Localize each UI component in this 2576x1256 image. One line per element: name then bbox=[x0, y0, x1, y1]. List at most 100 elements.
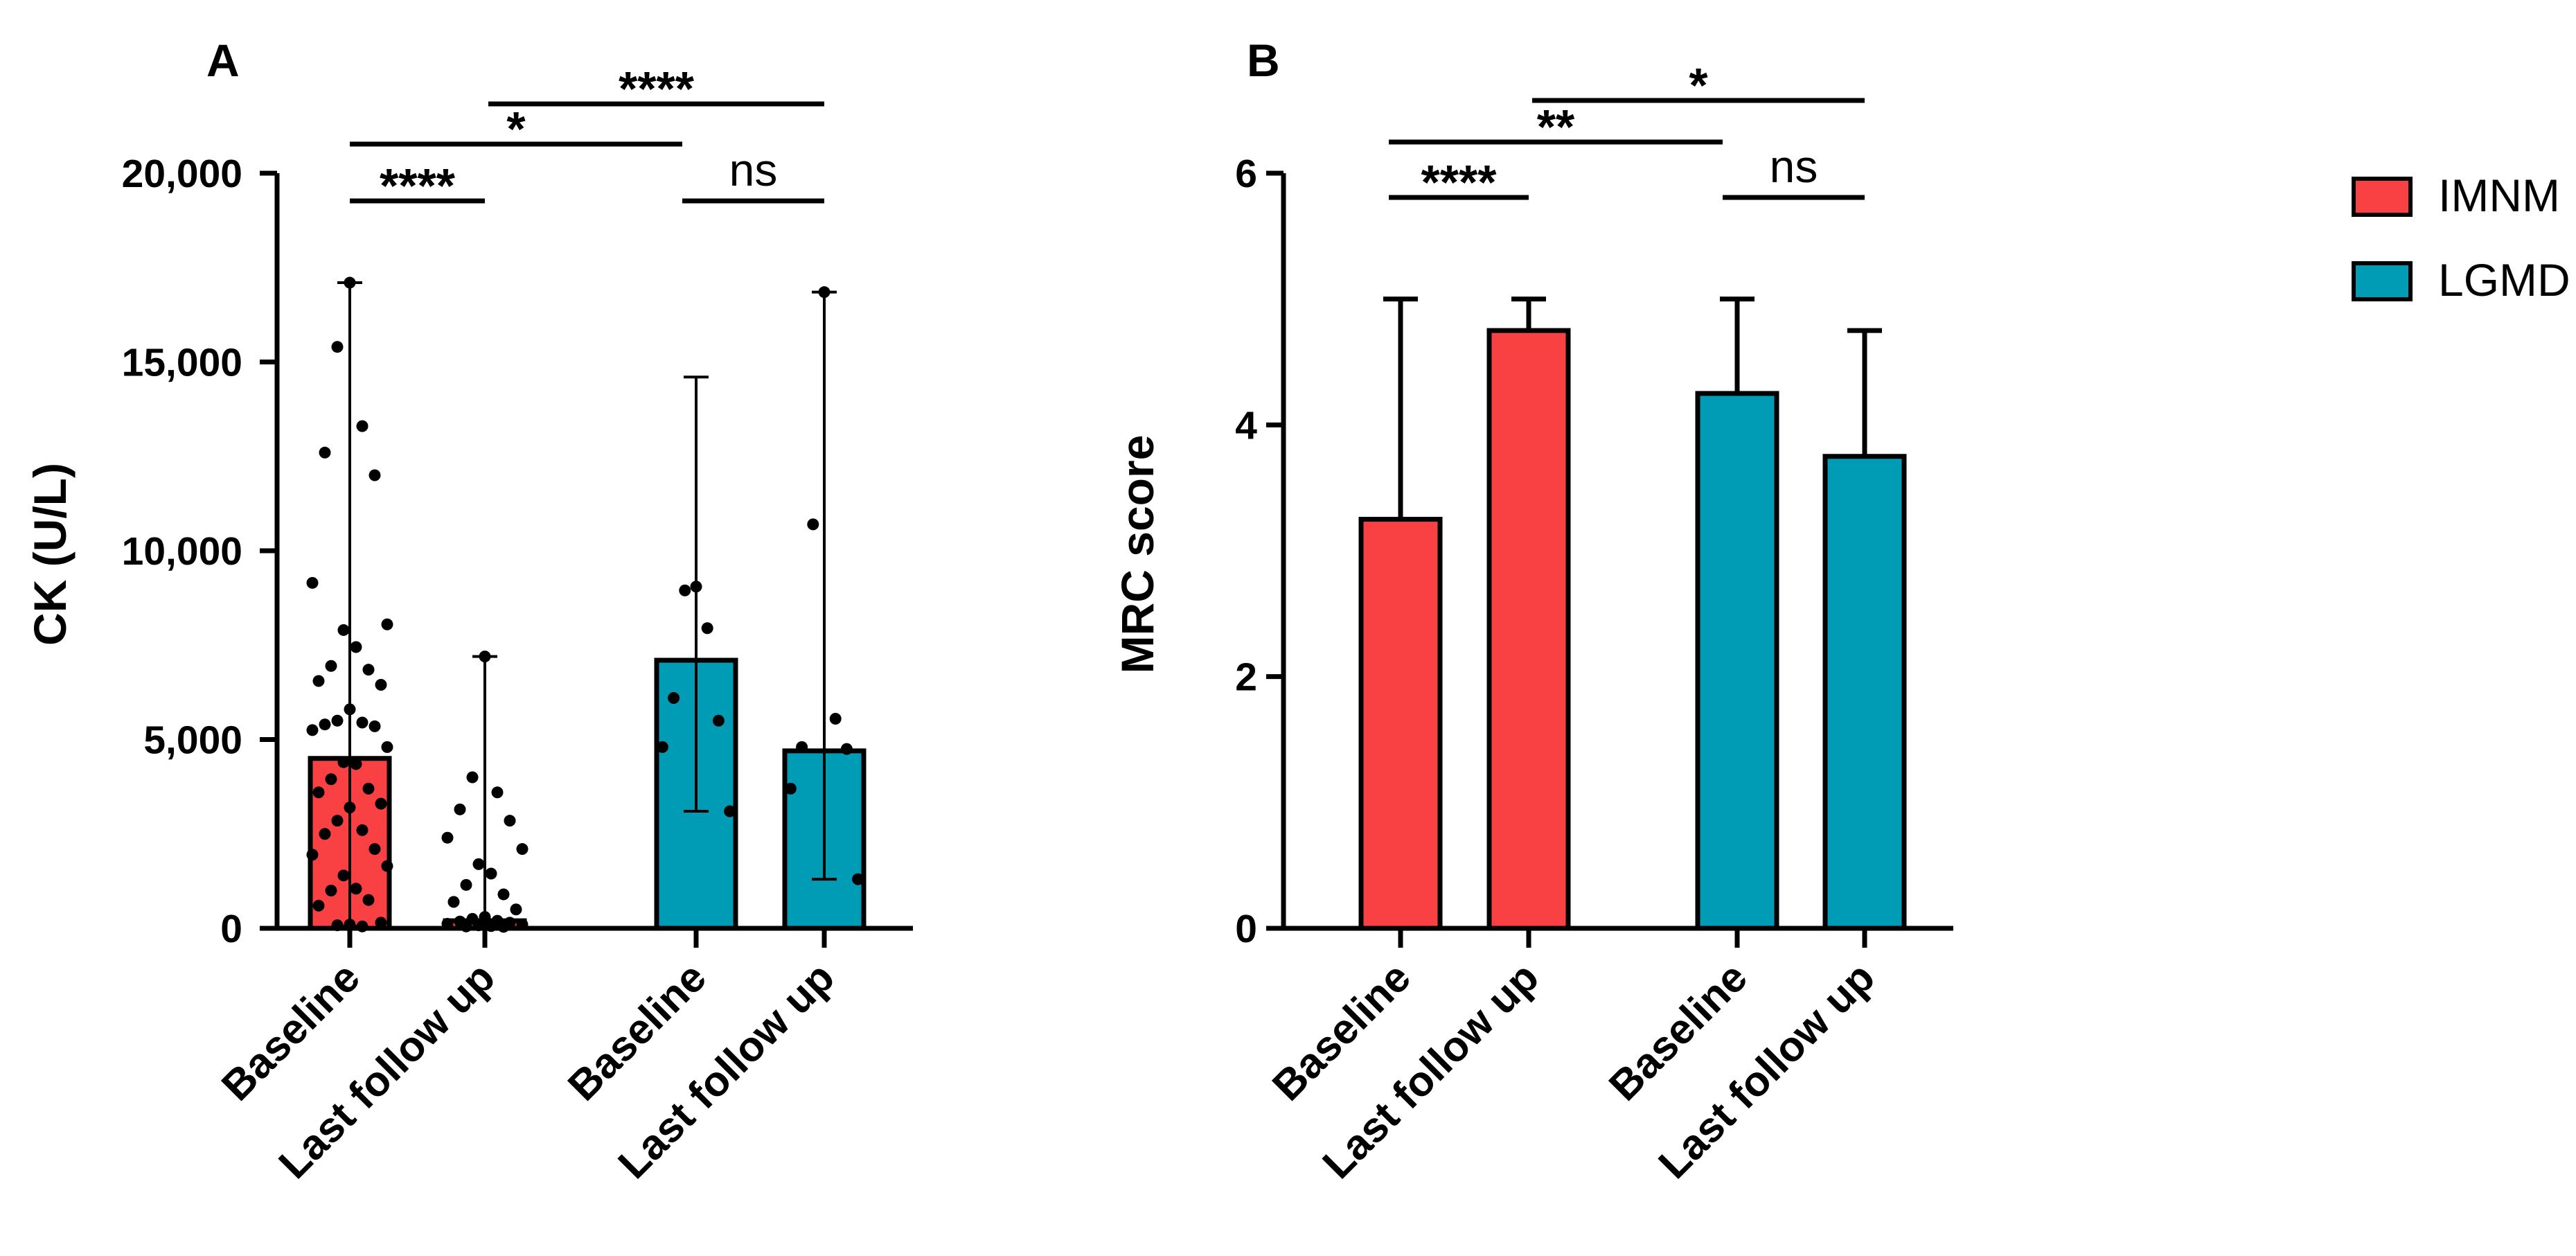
panel-b-y-tick-label: 4 bbox=[1235, 403, 1257, 448]
panel-a-point bbox=[337, 869, 350, 882]
legend: IMNM LGMD R2 bbox=[2352, 170, 2576, 306]
panel-a-point bbox=[818, 286, 830, 299]
panel-b-bar-3 bbox=[1695, 391, 1779, 931]
legend-swatch-imnm bbox=[2352, 177, 2413, 217]
panel-a-point bbox=[479, 911, 491, 923]
panel-a-y-tick-label: 0 bbox=[220, 907, 242, 951]
panel-a-point bbox=[356, 824, 368, 836]
panel-a-point bbox=[319, 828, 331, 840]
legend-label-imnm: IMNM bbox=[2438, 170, 2560, 221]
panel-a-point bbox=[362, 894, 375, 906]
panel-a-point bbox=[504, 815, 516, 827]
panel-a-point bbox=[312, 786, 325, 799]
legend-label-lgmd-r2: LGMD R2 bbox=[2438, 254, 2576, 306]
panel-a: A CK (U/L) *********ns 05,00010,00015,00… bbox=[24, 35, 913, 1187]
panel-a-significance-1: **** bbox=[350, 159, 485, 213]
panel-a-point bbox=[466, 771, 479, 784]
panel-a-point bbox=[375, 917, 387, 929]
panel-b-significance-2: ** bbox=[1389, 100, 1723, 154]
panel-a-point bbox=[306, 849, 319, 861]
panel-a-point bbox=[472, 858, 485, 870]
panel-b-bar-4 bbox=[1822, 454, 1907, 931]
panel-a-point bbox=[325, 660, 337, 672]
svg-text:****: **** bbox=[380, 159, 456, 213]
panel-a-point bbox=[337, 623, 350, 636]
panel-b-error-bar-4 bbox=[1847, 328, 1882, 457]
panel-b-y-tick-label: 6 bbox=[1235, 152, 1257, 196]
panel-b-error-bar-3 bbox=[1720, 297, 1755, 393]
panel-a-point bbox=[350, 641, 362, 653]
panel-a-point bbox=[356, 420, 368, 432]
svg-text:****: **** bbox=[619, 62, 695, 116]
panel-a-point bbox=[362, 664, 375, 676]
panel-a-point bbox=[668, 692, 680, 705]
panel-a-point bbox=[350, 758, 362, 770]
panel-a-point bbox=[724, 805, 736, 817]
panel-a-significance-4: ns bbox=[682, 144, 824, 204]
panel-b-bar-2 bbox=[1486, 328, 1571, 931]
panel-a-point bbox=[497, 888, 510, 901]
panel-a-point bbox=[679, 584, 691, 596]
panel-a-point bbox=[344, 276, 356, 289]
panel-a-point bbox=[479, 651, 491, 663]
panel-a-point bbox=[454, 803, 466, 815]
svg-text:ns: ns bbox=[1770, 141, 1818, 192]
panel-a-point bbox=[784, 782, 797, 795]
panel-b-letter: B bbox=[1247, 35, 1280, 86]
panel-a-point bbox=[381, 741, 393, 753]
panel-a-point bbox=[701, 622, 713, 635]
panel-a-y-tick-label: 15,000 bbox=[122, 341, 242, 385]
panel-a-point bbox=[306, 576, 319, 589]
panel-a-point bbox=[325, 885, 337, 896]
panel-a-point bbox=[312, 675, 325, 687]
svg-text:*: * bbox=[1689, 58, 1708, 112]
panel-a-y-tick-label: 5,000 bbox=[143, 718, 242, 763]
panel-b-y-tick-label: 2 bbox=[1235, 655, 1257, 700]
panel-b-x-tick-label: Last follow up bbox=[1649, 953, 1883, 1187]
panel-a-y-tick-label: 20,000 bbox=[122, 152, 242, 196]
panel-a-point bbox=[375, 678, 387, 691]
panel-b-y-axis-label: MRC score bbox=[1112, 435, 1163, 674]
panel-a-point bbox=[460, 878, 472, 891]
panel-a-point bbox=[656, 741, 668, 753]
panel-a-point bbox=[690, 581, 702, 593]
panel-b-significance-3: * bbox=[1532, 58, 1865, 112]
panel-a-point bbox=[331, 341, 344, 353]
panel-a-point bbox=[356, 716, 368, 729]
panel-a-point bbox=[344, 802, 356, 814]
panel-a-y-tick-label: 10,000 bbox=[122, 529, 242, 574]
panel-a-point bbox=[331, 815, 344, 827]
panel-a-point bbox=[325, 773, 337, 786]
panel-a-point bbox=[510, 903, 522, 916]
legend-swatch-lgmd-r2 bbox=[2352, 261, 2413, 301]
panel-a-point bbox=[829, 713, 842, 725]
panel-a-point bbox=[368, 720, 381, 732]
panel-a-point bbox=[441, 831, 454, 844]
panel-a-point bbox=[362, 782, 375, 795]
panel-a-point bbox=[306, 724, 319, 736]
panel-a-point bbox=[516, 843, 528, 856]
panel-a-point bbox=[852, 873, 864, 885]
panel-a-point bbox=[312, 899, 325, 912]
panel-b-significance-4: ns bbox=[1723, 141, 1865, 200]
panel-a-point bbox=[375, 797, 387, 810]
panel-a-point bbox=[319, 446, 331, 459]
panel-a-y-axis-label: CK (U/L) bbox=[24, 463, 75, 646]
panel-b-error-bar-1 bbox=[1383, 297, 1418, 520]
panel-a-point bbox=[368, 469, 381, 481]
panel-b-bar-1 bbox=[1358, 517, 1443, 931]
panel-b-error-bar-2 bbox=[1511, 297, 1546, 331]
panel-a-point bbox=[331, 714, 344, 727]
panel-a-point bbox=[368, 843, 381, 856]
panel-a-point bbox=[337, 756, 350, 768]
panel-a-significance-2: * bbox=[350, 102, 682, 156]
panel-a-point bbox=[381, 860, 393, 872]
panel-a-point bbox=[381, 618, 393, 630]
panel-b-x-tick-label: Last follow up bbox=[1313, 953, 1547, 1187]
panel-a-point bbox=[350, 883, 362, 895]
panel-a-point bbox=[712, 714, 725, 727]
panel-b-significance-1: **** bbox=[1389, 155, 1529, 209]
panel-a-error-bar-3 bbox=[684, 375, 709, 813]
